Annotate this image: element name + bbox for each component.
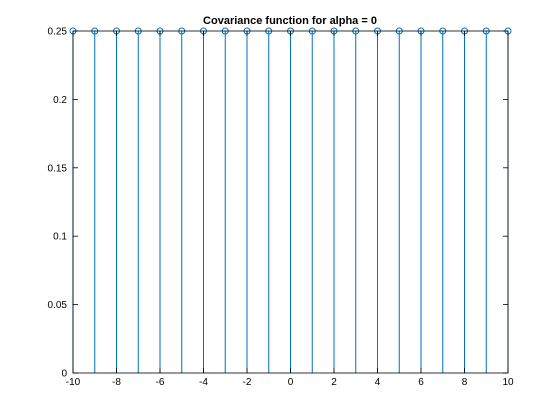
y-tick-label: 0.25 [48,27,68,38]
ticks-layer: -10 -8 -6 -4 -2 0 2 4 6 8 10 0 0.05 0.1 0.15 0.2 0.25 [48,27,514,389]
x-tick-label: 8 [462,377,468,388]
y-tick-label: 0 [61,369,67,380]
x-tick-label: 10 [502,377,514,388]
y-tick-label: 0.1 [53,232,67,243]
x-tick-label: -4 [199,377,208,388]
x-tick-label: -8 [112,377,121,388]
y-tick-label: 0.15 [48,163,68,174]
x-tick-label: 2 [331,377,337,388]
x-tick-label: -10 [66,377,81,388]
x-tick-label: 4 [375,377,381,388]
chart-title: Covariance function for alpha = 0 [203,15,377,27]
y-tick-label: 0.05 [48,300,68,311]
x-tick-label: -6 [156,377,165,388]
x-tick-label: 6 [418,377,424,388]
x-tick-label: -2 [243,377,252,388]
y-tick-label: 0.2 [53,95,67,106]
x-tick-label: 0 [288,377,294,388]
